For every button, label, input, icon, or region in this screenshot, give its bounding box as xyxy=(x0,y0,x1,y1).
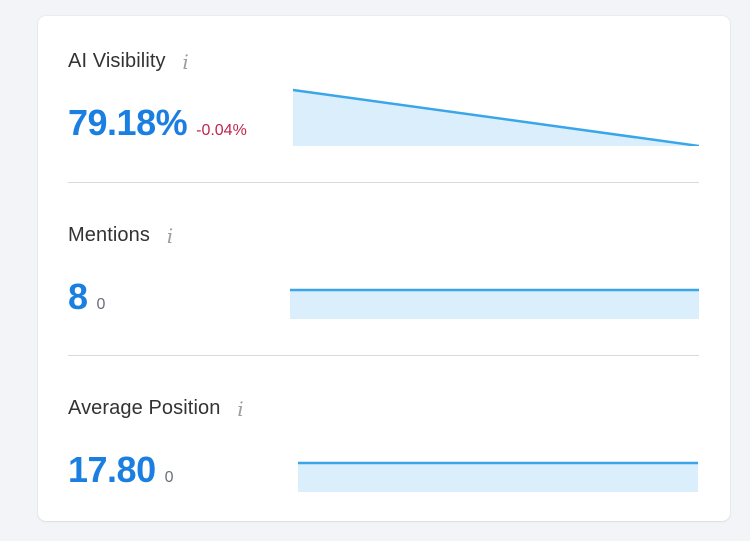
sparkline-average-position xyxy=(298,461,698,492)
metric-ai-visibility: AI Visibility i 79.18% -0.04% xyxy=(68,50,699,150)
sparkline-area xyxy=(298,463,698,492)
metric-title-row: Mentions i xyxy=(68,224,177,247)
info-icon[interactable]: i xyxy=(166,223,174,248)
metric-value-row: 79.18% -0.04% xyxy=(68,102,247,144)
sparkline-ai-visibility xyxy=(293,88,699,146)
metric-value-row: 17.80 0 xyxy=(68,449,174,491)
metric-title-row: AI Visibility i xyxy=(68,50,193,73)
metric-title: Mentions xyxy=(68,224,150,246)
metrics-card: AI Visibility i 79.18% -0.04% Mentions i… xyxy=(38,16,730,521)
sparkline-mentions xyxy=(290,288,699,319)
metric-value: 8 xyxy=(68,276,88,317)
sparkline-line xyxy=(293,88,699,146)
metric-value-row: 8 0 xyxy=(68,276,105,318)
metric-delta: 0 xyxy=(164,469,174,486)
metric-delta: -0.04% xyxy=(196,122,247,139)
info-icon[interactable]: i xyxy=(182,49,189,74)
divider xyxy=(68,182,699,183)
sparkline-area xyxy=(290,290,699,319)
metric-title: AI Visibility xyxy=(68,50,166,72)
metric-title-row: Average Position i xyxy=(68,397,247,420)
divider xyxy=(68,355,699,356)
metric-value: 79.18% xyxy=(68,102,188,143)
metric-mentions: Mentions i 8 0 xyxy=(68,224,699,324)
metric-title: Average Position xyxy=(68,397,221,419)
metric-average-position: Average Position i 17.80 0 xyxy=(68,397,699,497)
metric-delta: 0 xyxy=(96,296,106,313)
metric-value: 17.80 xyxy=(68,449,156,490)
info-icon[interactable]: i xyxy=(237,396,244,421)
